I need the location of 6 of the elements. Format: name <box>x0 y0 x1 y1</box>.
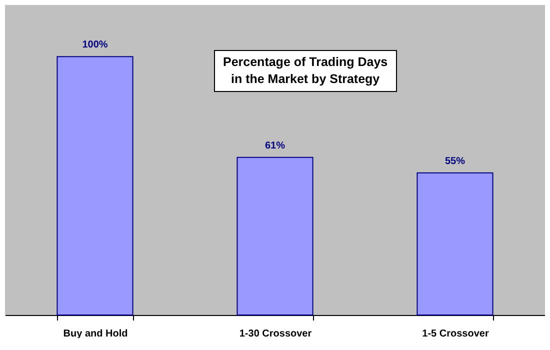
data-label: 55% <box>444 156 466 167</box>
data-label: 61% <box>264 140 286 152</box>
data-label: 100% <box>82 40 108 51</box>
text: Percentage of Trading Days in the Market by Strategy <box>214 50 397 92</box>
x-tick-label: 1-30 Crossover <box>239 328 312 340</box>
x-tick-label: 1-5 Crossover <box>422 328 489 340</box>
